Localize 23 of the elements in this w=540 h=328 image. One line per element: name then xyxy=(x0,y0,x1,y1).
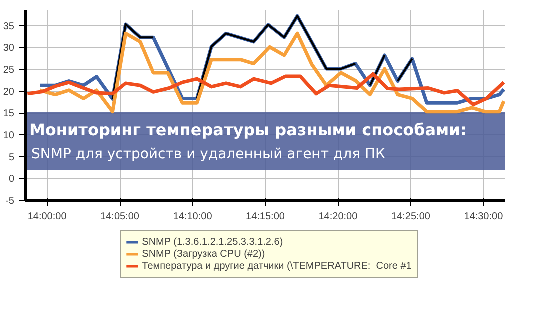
x-tick-label: 14:30:00 xyxy=(464,212,504,222)
x-tick-label: 14:25:00 xyxy=(392,212,431,222)
legend-label: SNMP (1.3.6.1.2.1.25.3.3.1.2.6) xyxy=(142,236,284,248)
x-tick-label: 14:05:00 xyxy=(100,212,140,222)
x-tick-label: 14:15:00 xyxy=(246,212,286,222)
line-series xyxy=(38,32,506,114)
line-series xyxy=(26,72,506,107)
x-tick-label: 14:00:00 xyxy=(28,212,68,222)
y-tick-label: 30 xyxy=(3,43,15,54)
y-tick-label: -5 xyxy=(6,196,15,207)
y-tick-label: 0 xyxy=(8,174,15,186)
x-tick-label: 14:10:00 xyxy=(173,212,213,222)
y-tick-label: 15 xyxy=(3,108,15,120)
legend-label: Температура и другие датчики (\TEMPERATURE: Core #1 xyxy=(142,260,412,272)
text: SNMP для устройств и удаленный агент для ПК xyxy=(32,146,386,162)
y-tick-label: 20 xyxy=(3,86,15,98)
text: Мониторинг температуры разными способами: xyxy=(30,120,467,140)
y-tick-label: 35 xyxy=(3,21,15,32)
y-tick-label: 25 xyxy=(3,64,15,76)
y-tick-label: 10 xyxy=(3,130,15,142)
y-tick-label: 5 xyxy=(8,152,15,164)
legend-label: SNMP (Загрузка CPU (#2)) xyxy=(142,248,266,260)
x-tick-label: 14:20:00 xyxy=(318,212,358,222)
